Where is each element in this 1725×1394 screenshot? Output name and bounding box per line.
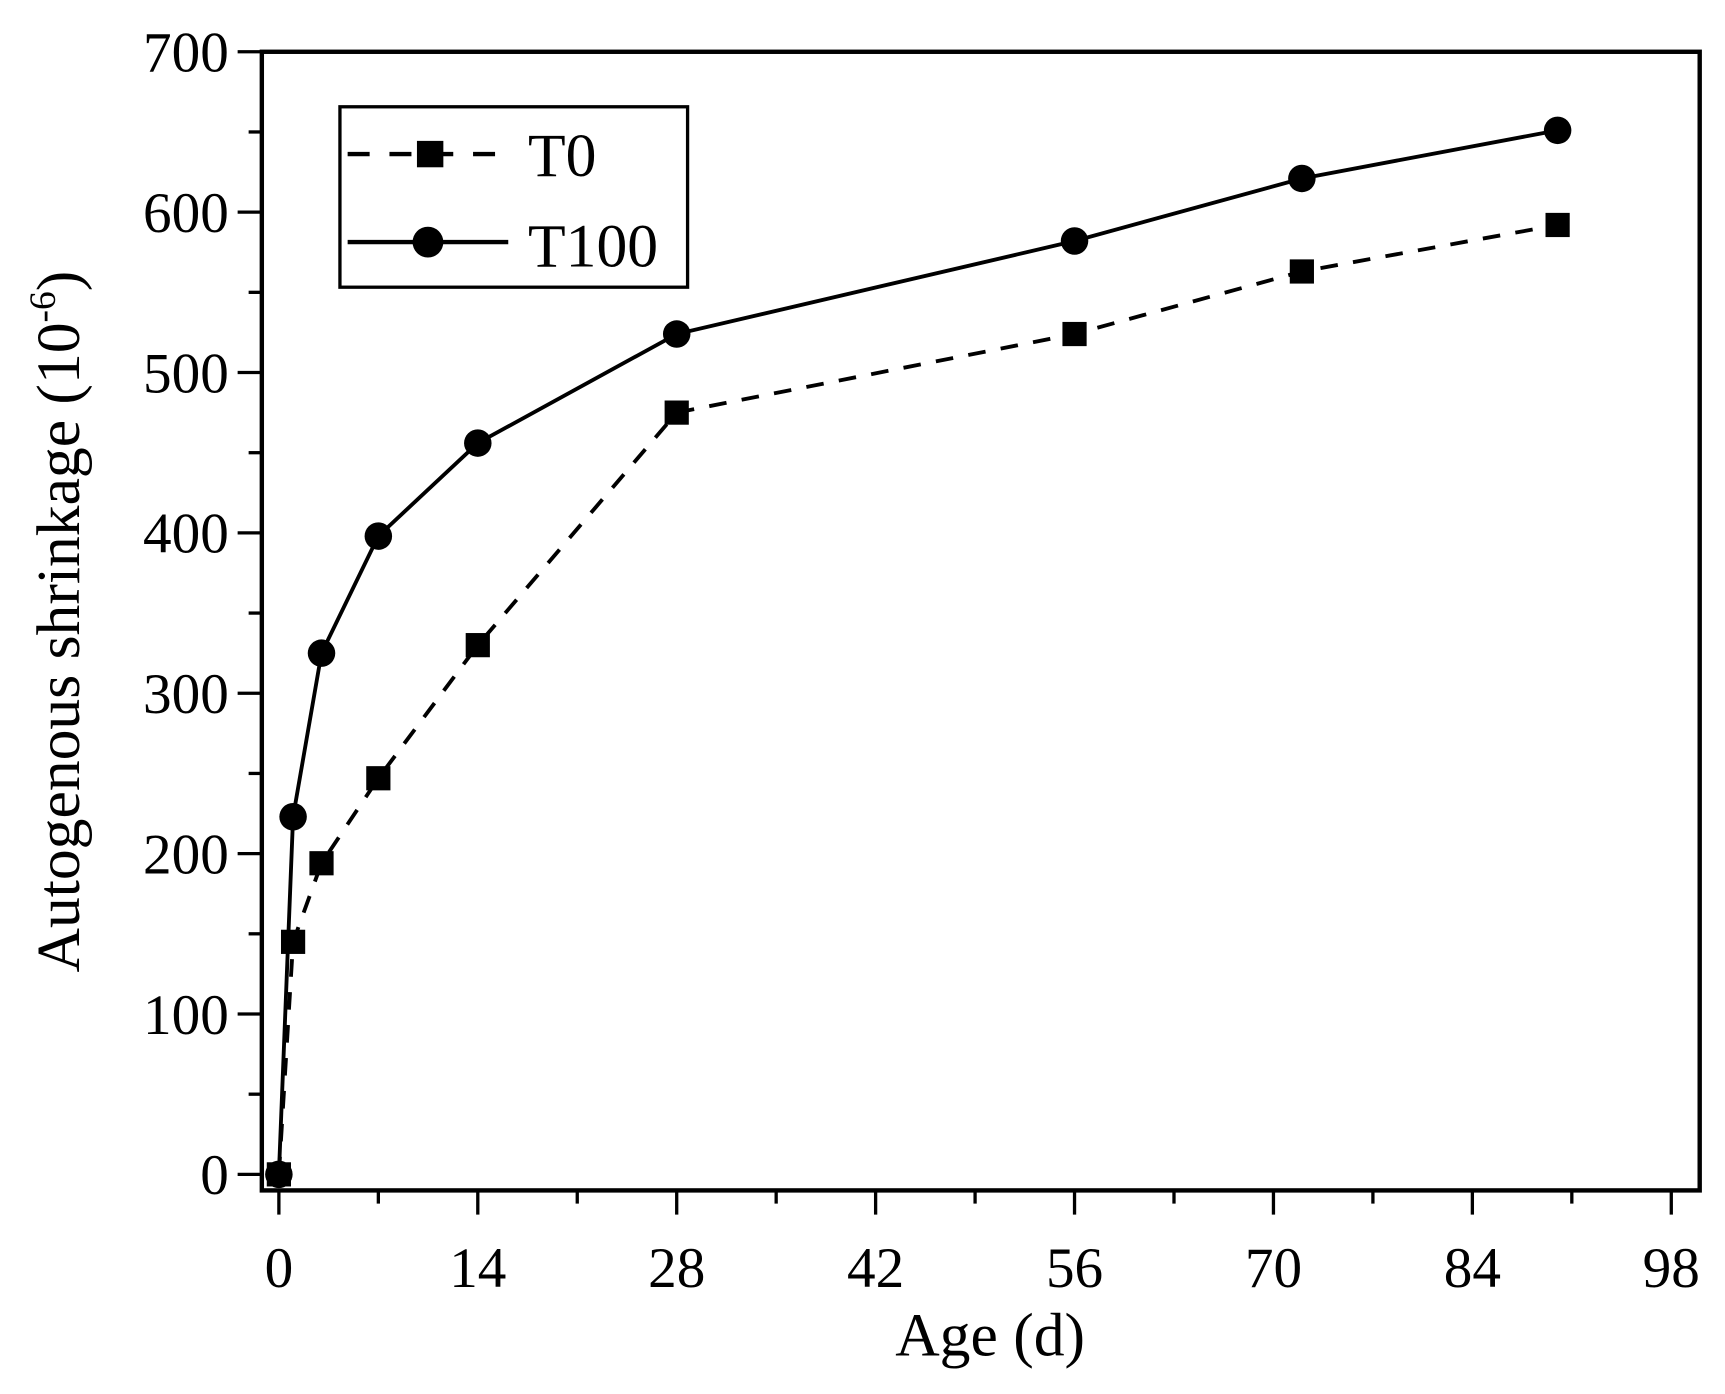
data-point-t0 (1545, 212, 1570, 238)
plot-frame (259, 49, 1702, 1193)
data-point-t100 (1543, 116, 1572, 145)
y-tick-label: 0 (200, 1144, 229, 1207)
data-point-t0 (366, 766, 391, 791)
data-point-t100 (265, 1160, 293, 1189)
data-point-t100 (279, 802, 307, 831)
data-point-t100 (464, 429, 492, 457)
x-tick-label: 98 (1643, 1237, 1700, 1300)
data-point-t100 (307, 639, 336, 667)
legend-box (338, 105, 690, 289)
y-tick-label: 600 (143, 182, 229, 245)
data-point-t100 (364, 522, 393, 550)
y-tick-label: 700 (143, 22, 229, 85)
legend: T0 T100 (338, 105, 690, 289)
x-tick-label: 0 (265, 1237, 294, 1300)
x-tick-label: 14 (449, 1237, 506, 1300)
data-point-t0 (465, 633, 490, 658)
series-line-t0 (276, 223, 1558, 1175)
legend-marker-square (416, 140, 444, 168)
data-point-t0 (309, 851, 334, 876)
legend-label-t0: T0 (528, 122, 596, 190)
data-point-t100 (662, 320, 691, 348)
data-point-t0 (1289, 259, 1314, 284)
data-point-t0 (280, 929, 306, 954)
y-axis-label: Autogenous shrinkage (10-6) (23, 271, 93, 973)
y-tick-label: 500 (143, 342, 229, 405)
data-point-t100 (1060, 227, 1089, 255)
y-tick-label: 100 (143, 984, 229, 1047)
y-tick-label: 400 (143, 503, 229, 566)
y-tick-label: 300 (143, 663, 229, 726)
data-point-t100 (1288, 164, 1316, 193)
x-axis-label: Age (d) (895, 1301, 1085, 1369)
x-tick-label: 56 (1046, 1237, 1103, 1300)
legend-label-t100: T100 (528, 212, 658, 280)
x-tick-label: 70 (1245, 1237, 1302, 1300)
x-tick-label: 28 (648, 1237, 705, 1300)
legend-marker-circle (412, 226, 444, 258)
x-tick-label: 84 (1444, 1237, 1501, 1300)
x-tick-label: 42 (847, 1237, 904, 1300)
data-point-t0 (664, 400, 689, 425)
y-tick-label: 200 (143, 823, 229, 886)
data-point-t0 (1062, 321, 1087, 347)
